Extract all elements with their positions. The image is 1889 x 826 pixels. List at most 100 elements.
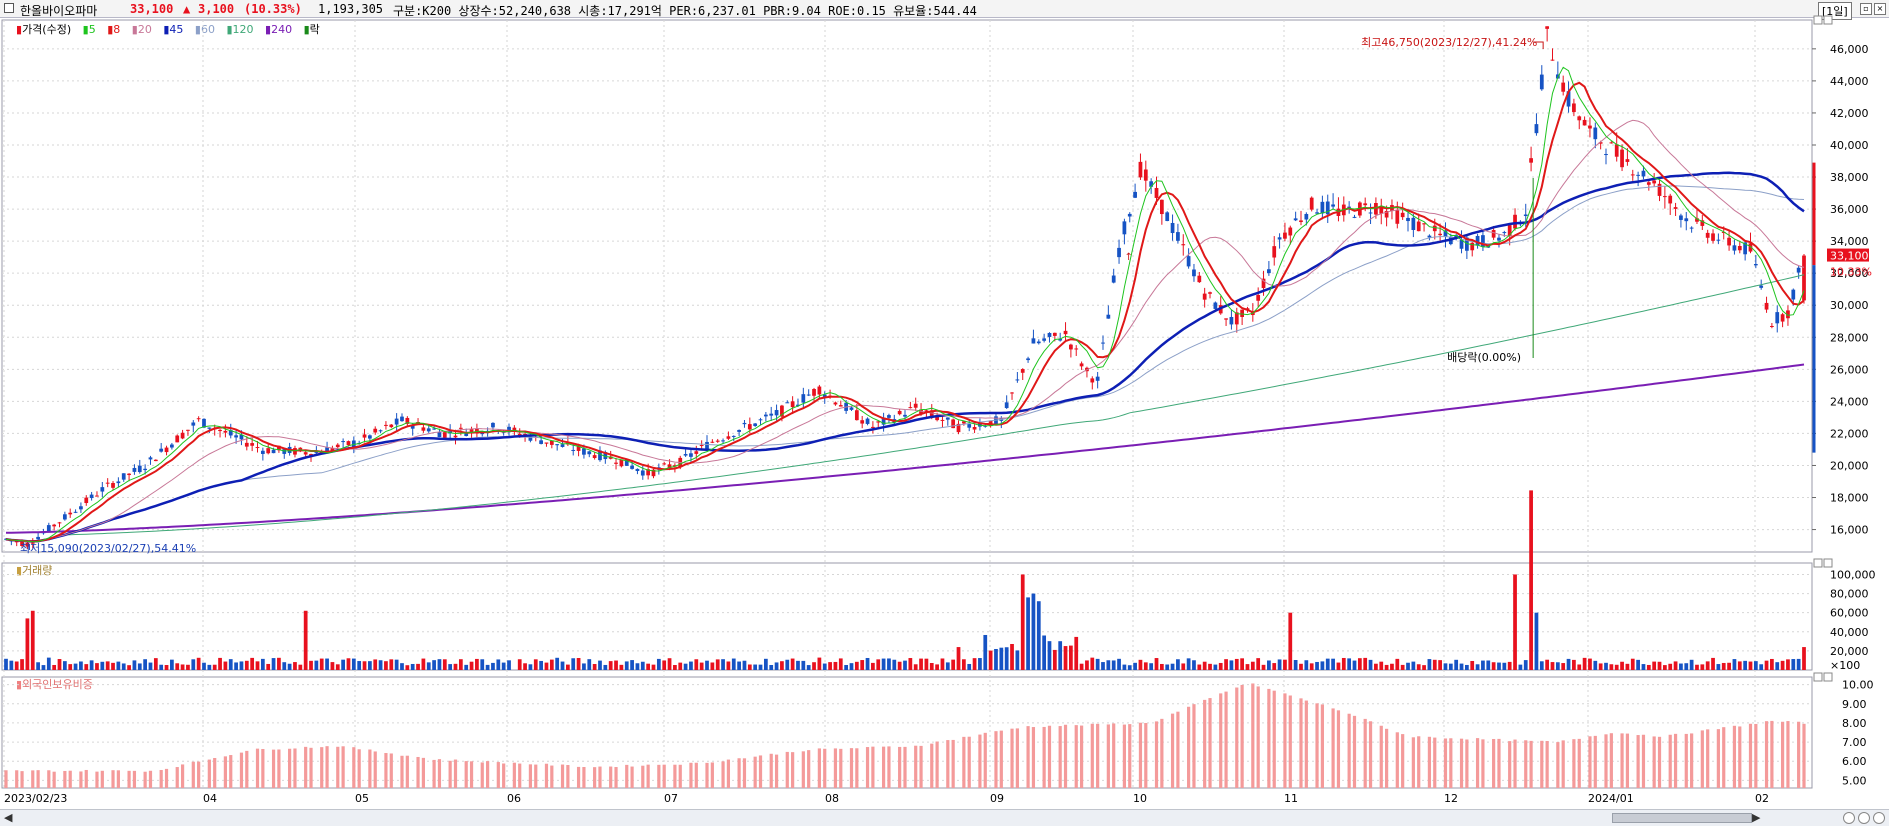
volume-bar bbox=[1240, 658, 1244, 670]
candle-body bbox=[362, 434, 367, 438]
legend-ma8[interactable]: ▮8 bbox=[107, 23, 121, 36]
candle-body bbox=[84, 497, 89, 504]
candle-body bbox=[592, 455, 597, 459]
restore-icon[interactable]: ▫ bbox=[1860, 3, 1872, 15]
volume-bar bbox=[277, 657, 281, 670]
candle-body bbox=[4, 538, 8, 540]
candle-body bbox=[1636, 174, 1640, 176]
legend-ma45[interactable]: ▮45 bbox=[163, 23, 184, 36]
volume-bar bbox=[1015, 650, 1020, 670]
zoom-reset-icon[interactable] bbox=[1873, 812, 1885, 824]
candle-body bbox=[400, 416, 404, 422]
volume-bar bbox=[726, 661, 731, 670]
y-tick-label: 28,000 bbox=[1830, 331, 1869, 344]
foreign-ownership-bar bbox=[1219, 693, 1223, 788]
foreign-ownership-bar bbox=[68, 770, 72, 788]
panel-frame-2 bbox=[1, 676, 1813, 789]
volume-bar bbox=[442, 659, 447, 670]
candle-body bbox=[812, 389, 816, 396]
candle-body bbox=[20, 541, 24, 546]
volume-bar bbox=[373, 659, 378, 670]
candle-body bbox=[1459, 239, 1464, 249]
candle-body bbox=[1277, 237, 1282, 240]
candle-body bbox=[277, 445, 281, 451]
legend-ma20[interactable]: ▮20 bbox=[131, 23, 152, 36]
volume-bar bbox=[1368, 659, 1373, 670]
volume-bar bbox=[1170, 663, 1175, 670]
candle-body bbox=[79, 506, 83, 510]
candle-body bbox=[1539, 74, 1544, 90]
stock-name[interactable]: 한올바이오파마 bbox=[20, 4, 98, 18]
foreign-ownership-bar bbox=[1556, 742, 1560, 788]
close-icon[interactable]: × bbox=[1874, 3, 1886, 15]
volume-bar bbox=[710, 662, 715, 670]
volume-bar bbox=[662, 660, 667, 670]
volume-bar bbox=[30, 610, 35, 670]
scroll-left-icon[interactable]: ◀ bbox=[4, 811, 13, 824]
foreign-ownership-bar bbox=[1208, 698, 1212, 788]
volume-bar bbox=[865, 657, 870, 670]
volume-bar bbox=[945, 662, 950, 670]
candle-body bbox=[1700, 220, 1705, 226]
foreign-ownership-bar bbox=[951, 739, 955, 788]
zoom-in-icon[interactable] bbox=[1843, 812, 1855, 824]
legend-price[interactable]: ▮가격(수정) bbox=[16, 23, 72, 36]
volume-bar bbox=[378, 660, 383, 670]
foreign-ownership-bar bbox=[855, 748, 859, 788]
foreign-ownership-bar bbox=[1593, 735, 1597, 788]
foreign-ownership-bar bbox=[1513, 739, 1517, 788]
candle-body bbox=[1679, 215, 1683, 220]
volume-bar bbox=[1646, 664, 1651, 670]
foreign-ownership-bar bbox=[213, 758, 217, 788]
candle-body bbox=[1293, 218, 1298, 221]
volume-bar bbox=[694, 659, 699, 670]
foreign-ownership-bar bbox=[1786, 721, 1790, 788]
volume-bar bbox=[266, 663, 271, 670]
legend-ex-rights[interactable]: ▮락 bbox=[303, 23, 320, 36]
volume-bar bbox=[667, 658, 672, 670]
candle-body bbox=[491, 422, 495, 428]
candle-body bbox=[721, 440, 725, 442]
candle-body bbox=[1031, 338, 1036, 344]
select-checkbox[interactable] bbox=[4, 3, 14, 13]
volume-bar bbox=[1491, 662, 1496, 670]
legend-ma240[interactable]: ▮240 bbox=[265, 23, 293, 36]
volume-bar bbox=[68, 664, 73, 670]
candle-body bbox=[1159, 199, 1164, 215]
volume-bar bbox=[36, 662, 40, 670]
legend-ma5[interactable]: ▮5 bbox=[82, 23, 96, 36]
foreign-ownership-bar bbox=[903, 746, 907, 788]
candle-body bbox=[46, 525, 51, 532]
volume-bar bbox=[1662, 665, 1667, 670]
volume-bar bbox=[1111, 660, 1116, 670]
candle-body bbox=[207, 427, 212, 429]
candle-body bbox=[731, 435, 736, 437]
candle-body bbox=[137, 465, 142, 473]
foreign-ownership-series bbox=[4, 683, 1806, 788]
volume-bar bbox=[218, 657, 222, 670]
candle-body bbox=[389, 424, 394, 428]
candle-body bbox=[186, 429, 190, 431]
y-tick-label: 32,000 bbox=[1830, 267, 1869, 280]
candle-body bbox=[1652, 180, 1657, 184]
zoom-out-icon[interactable] bbox=[1858, 812, 1870, 824]
scrollbar-thumb[interactable] bbox=[1612, 813, 1752, 823]
volume-bar bbox=[255, 661, 260, 670]
volume-bar bbox=[1154, 658, 1159, 670]
scroll-right-icon[interactable]: ▶ bbox=[1752, 811, 1761, 824]
horizontal-scrollbar[interactable]: ◀ ▶ bbox=[0, 809, 1889, 826]
volume-bar bbox=[1315, 661, 1319, 670]
volume-bar bbox=[1566, 658, 1571, 670]
foreign-ownership-bar bbox=[758, 755, 763, 788]
legend-ma120[interactable]: ▮120 bbox=[226, 23, 254, 36]
volume-legend[interactable]: ▮거래량 bbox=[16, 564, 53, 577]
legend-ma60[interactable]: ▮60 bbox=[194, 23, 215, 36]
volume-bar bbox=[1010, 644, 1014, 670]
foreign-ownership-bar bbox=[983, 732, 987, 788]
foreign-ownership-bar bbox=[1529, 740, 1533, 788]
foreign-ownership-bar bbox=[1224, 691, 1228, 788]
foreign-ownership-bar bbox=[641, 765, 645, 788]
foreign-ownership-bar bbox=[534, 764, 538, 788]
candle-body bbox=[961, 421, 966, 424]
